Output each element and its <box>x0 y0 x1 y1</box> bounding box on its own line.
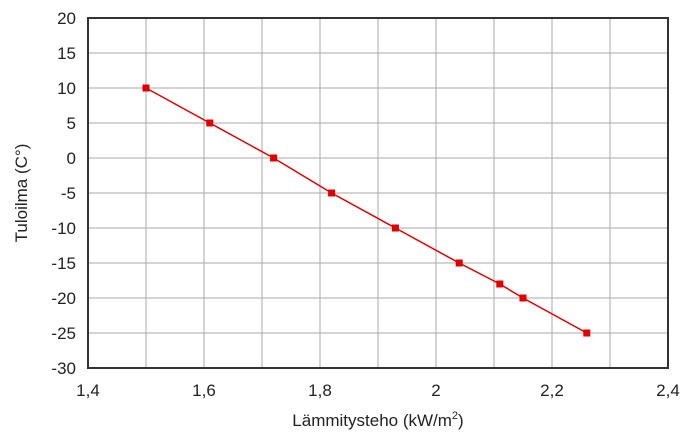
x-tick-label: 1,8 <box>308 381 332 400</box>
y-tick-label: -5 <box>61 184 76 203</box>
data-point-marker <box>455 259 463 267</box>
y-tick-label: 0 <box>67 149 76 168</box>
x-axis-title-text: Lämmitysteho (kW/m <box>292 411 452 430</box>
data-point-marker <box>583 329 591 337</box>
data-point-marker <box>270 154 278 162</box>
data-point-marker <box>206 119 214 127</box>
y-tick-label: 20 <box>57 9 76 28</box>
y-tick-label: -10 <box>51 219 76 238</box>
data-point-marker <box>328 189 336 197</box>
plot-area-frame <box>87 17 669 369</box>
data-point-marker <box>391 224 399 232</box>
y-tick-label: -15 <box>51 254 76 273</box>
y-tick-label: 5 <box>67 114 76 133</box>
series-layer <box>142 84 591 337</box>
x-tick-labels: 1,4 1,6 1,8 2 2,2 2,4 <box>76 381 680 400</box>
y-tick-label: -30 <box>51 359 76 378</box>
y-axis-title: Tuloilma (C°) <box>12 144 31 243</box>
x-tick-label: 1,6 <box>192 381 216 400</box>
x-axis-title: Lämmitysteho (kW/m2) <box>292 410 463 430</box>
grid-lines <box>87 17 669 369</box>
x-tick-label: 2 <box>431 381 440 400</box>
y-tick-labels: 20 15 10 5 0 -5 -10 -15 -20 -25 -30 <box>51 9 76 378</box>
data-point-marker <box>519 294 527 302</box>
x-tick-label: 2,4 <box>656 381 680 400</box>
y-tick-label: -25 <box>51 324 76 343</box>
y-tick-label: -20 <box>51 289 76 308</box>
x-tick-label: 1,4 <box>76 381 100 400</box>
y-tick-label: 10 <box>57 79 76 98</box>
x-tick-label: 2,2 <box>540 381 564 400</box>
data-point-marker <box>142 84 150 92</box>
y-tick-label: 15 <box>57 44 76 63</box>
x-axis-title-close: ) <box>458 411 464 430</box>
data-point-marker <box>496 280 504 288</box>
x-axis-title-superscript: 2 <box>452 410 458 422</box>
